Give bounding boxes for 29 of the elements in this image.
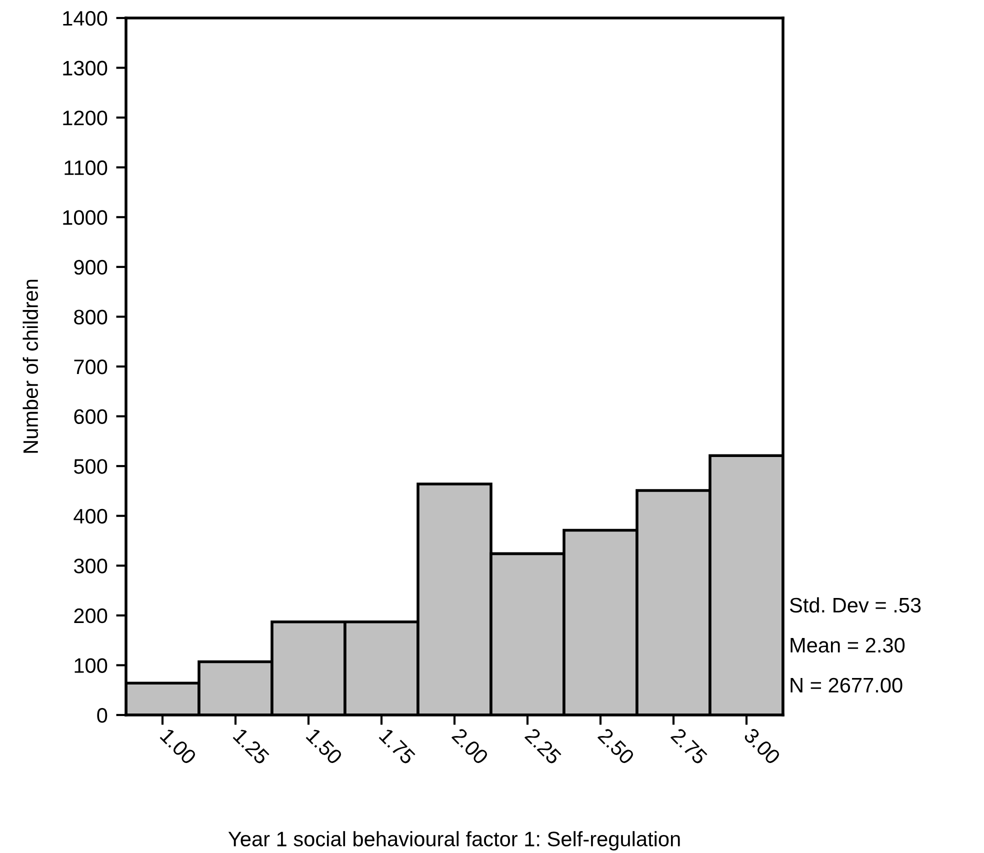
y-tick-label: 500: [74, 459, 108, 474]
y-tick-label: 1200: [63, 110, 108, 126]
x-tick-label: 1.75: [378, 728, 416, 766]
y-tick-label: 700: [74, 360, 108, 374]
y-tick-label: 400: [74, 508, 108, 524]
x-tick-label: 2.50: [597, 727, 636, 766]
y-tick-label: 1400: [63, 11, 108, 26]
text: N = 2677.00: [790, 678, 902, 693]
x-tick-label: 1.50: [306, 728, 344, 766]
y-tick-label: 100: [74, 658, 108, 673]
x-tick-label: 1.00: [160, 728, 198, 766]
x-tick-label: 3.00: [743, 727, 782, 766]
x-tick-label: 2.75: [670, 727, 708, 766]
x-tick-label: 2.00: [451, 727, 490, 766]
y-tick-label: 300: [74, 558, 108, 574]
y-tick-label: 600: [74, 409, 108, 424]
y-tick-label: 1000: [63, 210, 108, 225]
x-tick-label: 2.25: [524, 727, 562, 766]
y-tick-label: 200: [74, 608, 108, 624]
text: Std. Dev = .53: [790, 597, 921, 613]
x-axis-title: Year 1 social behavioural factor 1: Self-regulation: [228, 831, 680, 851]
y-tick-label: 1100: [64, 160, 108, 176]
y-axis-title: Number of children: [22, 280, 38, 453]
y-tick-label: 900: [74, 260, 108, 275]
text: Mean = 2.30: [790, 638, 905, 653]
x-tick-label: 1.25: [232, 728, 270, 766]
y-tick-label: 1300: [63, 60, 108, 76]
y-tick-label: 800: [74, 310, 108, 324]
y-tick-label: 0: [97, 708, 108, 723]
